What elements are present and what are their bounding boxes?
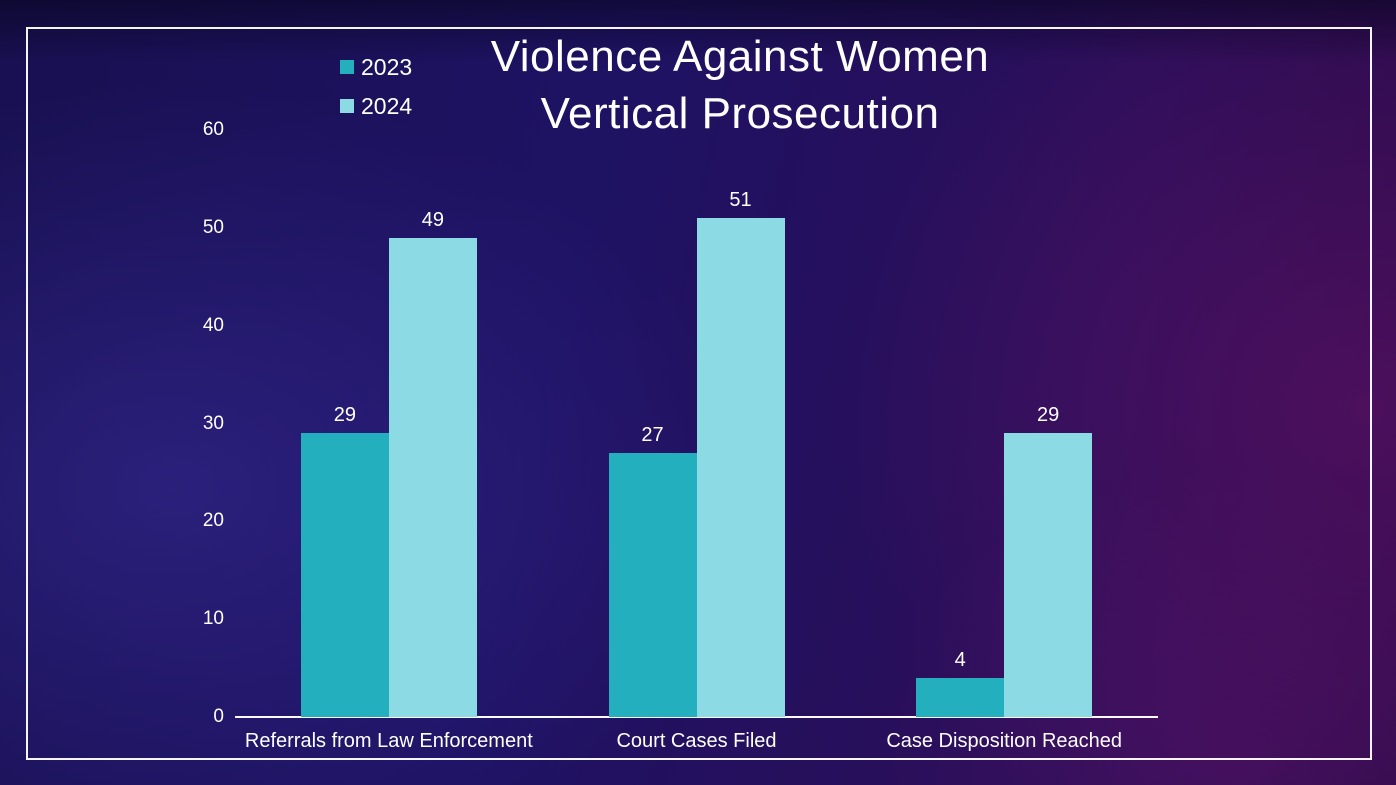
bar-value-label: 29 [333, 404, 356, 427]
bar-value-label: 51 [729, 189, 752, 212]
bar-value-label: 27 [641, 423, 664, 446]
legend-item: 2023 [340, 53, 412, 81]
x-axis-category-label: Referrals from Law Enforcement [244, 730, 533, 752]
chart-title-line1: Violence Against Women [490, 32, 990, 81]
legend-label-2023: 2023 [361, 54, 413, 80]
legend-item: 2024 [340, 92, 412, 120]
y-tick-label: 0 [213, 706, 224, 727]
bar-2024-2 [696, 218, 785, 717]
legend-swatch-2024 [340, 99, 354, 113]
y-tick-label: 50 [202, 216, 224, 238]
legend-label-2024: 2024 [361, 93, 413, 119]
bar-2023-1 [300, 433, 389, 717]
chart-legend: 2023 2024 [340, 53, 412, 131]
x-axis-line [235, 716, 1158, 718]
bar-value-label: 49 [421, 208, 444, 231]
bar-2024-3 [1004, 433, 1093, 717]
x-axis-category-label: Case Disposition Reached [886, 730, 1122, 752]
bar-2023-3 [916, 677, 1005, 717]
x-axis-category-label: Court Cases Filed [616, 730, 777, 752]
y-tick-label: 30 [202, 412, 224, 434]
chart-title-line2: Vertical Prosecution [540, 89, 940, 138]
y-tick-label: 40 [202, 314, 224, 336]
bar-value-label: 29 [1037, 404, 1060, 427]
legend-swatch-2023 [340, 60, 354, 74]
y-tick-label: 60 [202, 119, 224, 140]
y-tick-label: 20 [202, 510, 224, 532]
bar-value-label: 4 [954, 648, 966, 671]
bar-2023-2 [608, 452, 697, 717]
bar-2024-1 [388, 237, 477, 717]
chart-title: Violence Against Women Vertical Prosecut… [420, 28, 1060, 142]
y-tick-label: 10 [202, 608, 224, 630]
